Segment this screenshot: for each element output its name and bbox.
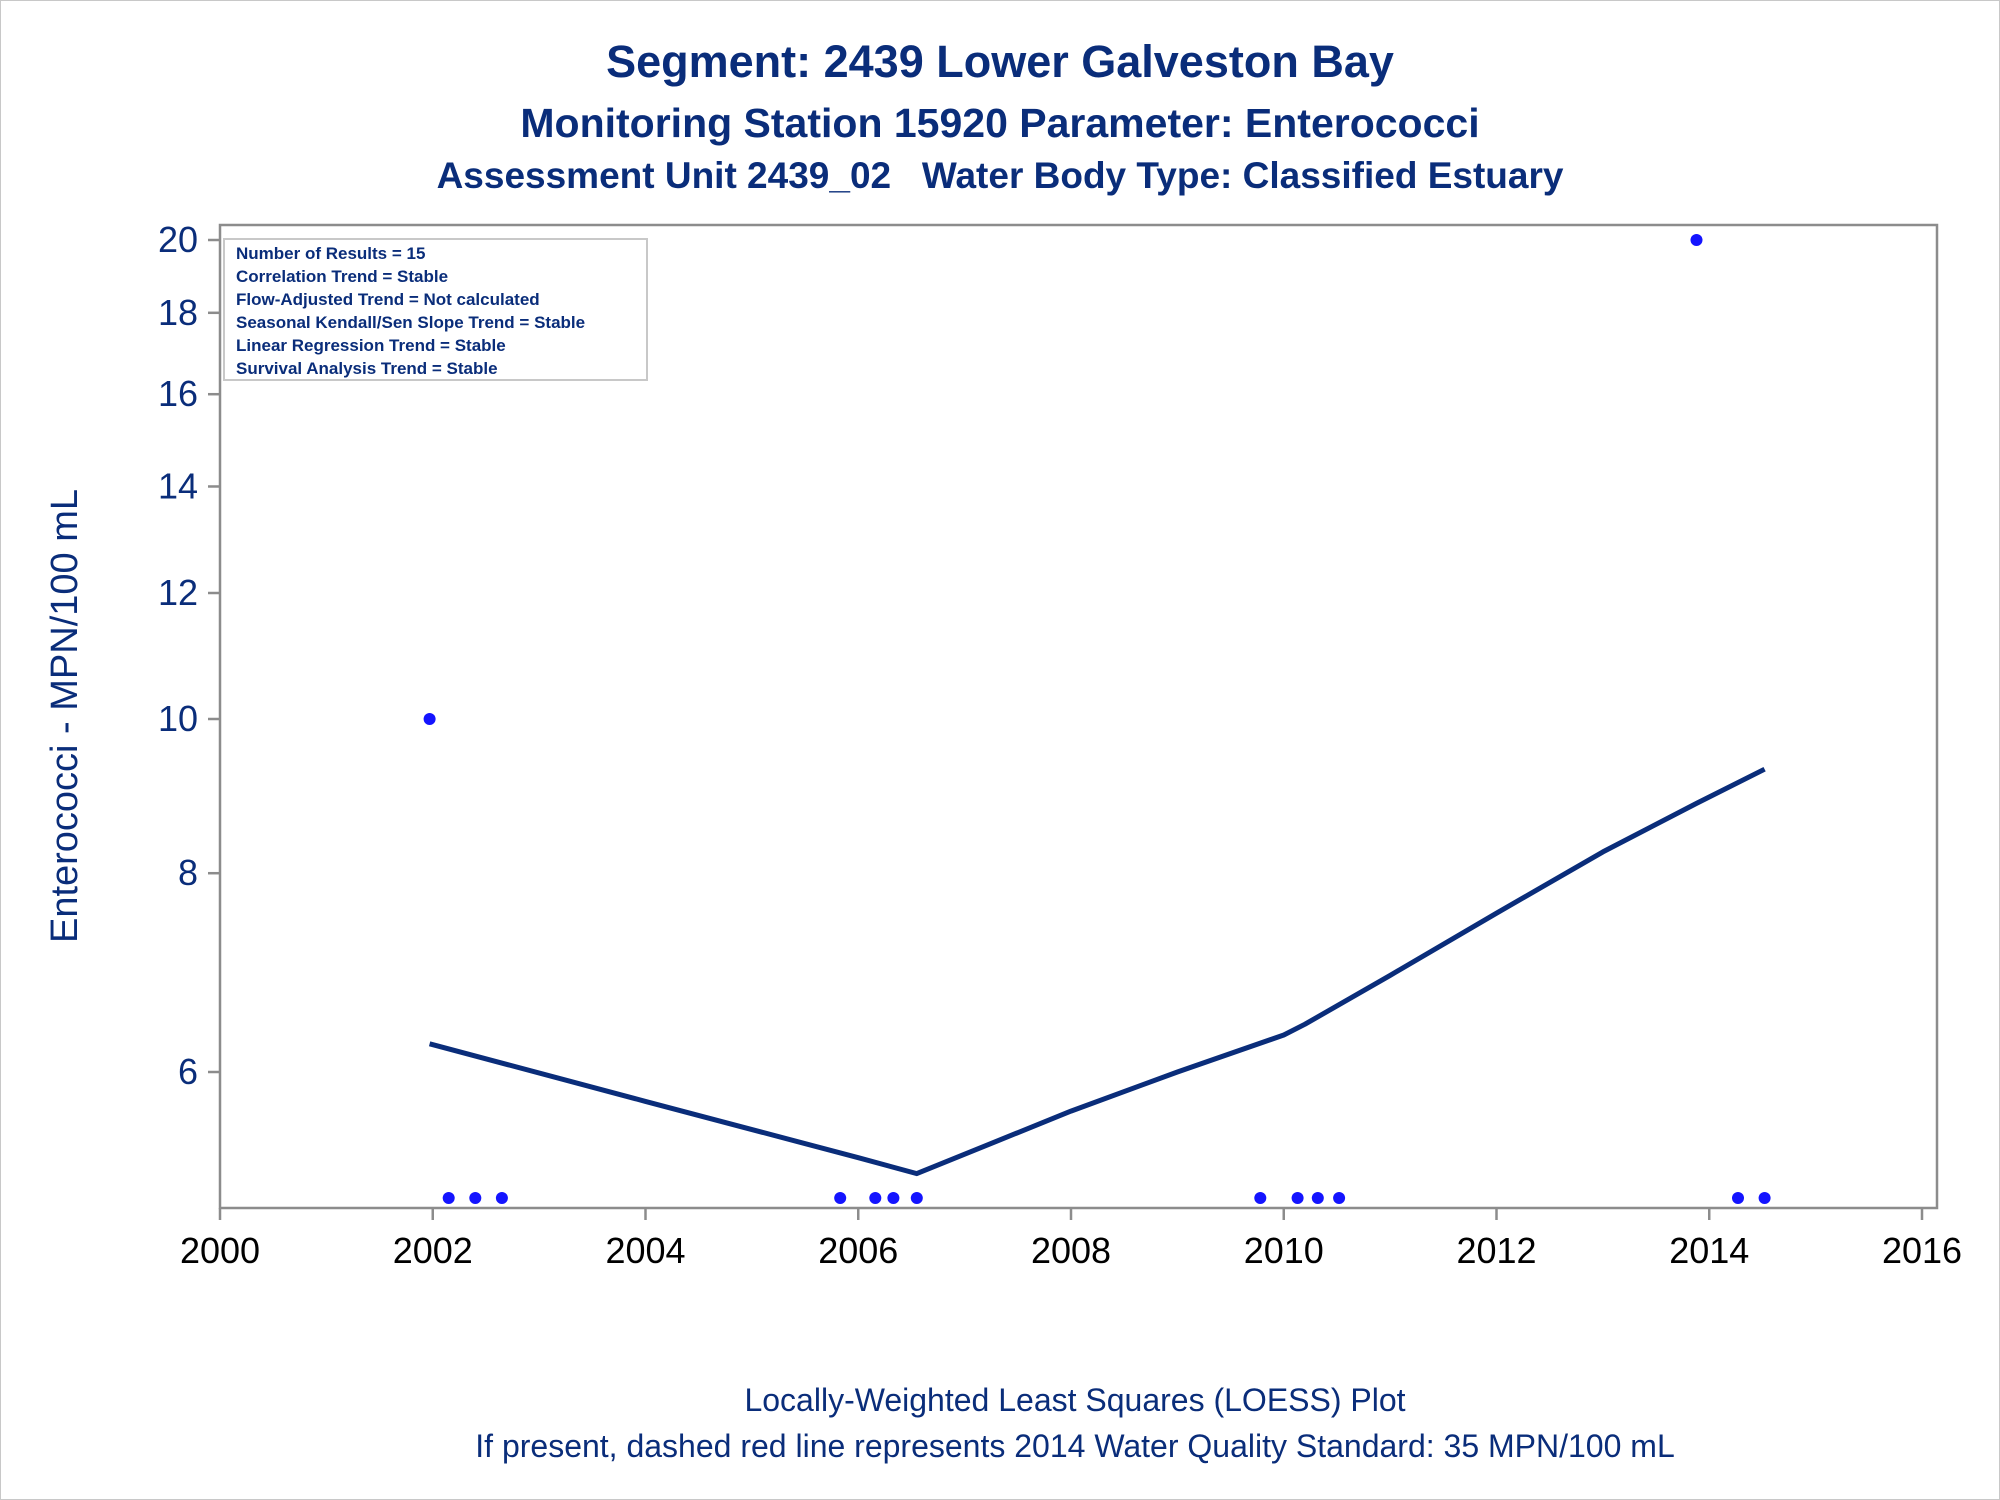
y-tick-label: 12 — [158, 572, 198, 613]
chart-title: Segment: 2439 Lower Galveston Bay — [606, 36, 1394, 87]
data-point — [442, 1192, 455, 1204]
x-tick-label: 2002 — [393, 1230, 473, 1271]
x-tick-label: 2010 — [1244, 1230, 1324, 1271]
y-tick-label: 18 — [158, 292, 198, 333]
inset-line-survival: Survival Analysis Trend = Stable — [236, 359, 498, 378]
statistics-inset: Number of Results = 15 Correlation Trend… — [223, 238, 648, 381]
data-point — [1254, 1192, 1267, 1204]
data-point — [423, 713, 436, 725]
x-tick-label: 2014 — [1669, 1230, 1749, 1271]
data-point — [869, 1192, 882, 1204]
data-point — [1291, 1192, 1304, 1204]
y-tick-label: 6 — [178, 1051, 198, 1092]
footnote-loess: Locally-Weighted Least Squares (LOESS) P… — [744, 1382, 1406, 1418]
data-point — [1311, 1192, 1324, 1204]
chart-marks — [423, 234, 1771, 1204]
chart-subtitle: Monitoring Station 15920 Parameter: Ente… — [520, 100, 1480, 146]
x-tick-label: 2004 — [605, 1230, 685, 1271]
data-point — [1732, 1192, 1744, 1204]
y-axis: 6 8 10 12 14 16 18 20 — [158, 219, 220, 1092]
inset-line-results: Number of Results = 15 — [236, 244, 425, 263]
y-tick-label: 16 — [158, 373, 198, 414]
x-tick-label: 2006 — [818, 1230, 898, 1271]
y-tick-label: 8 — [178, 852, 198, 893]
data-point — [1690, 234, 1703, 246]
y-tick-label: 14 — [158, 465, 198, 506]
x-tick-label: 2000 — [180, 1230, 260, 1271]
y-axis-label: Enterococci - MPN/100 mL — [44, 489, 86, 943]
data-point — [910, 1192, 923, 1204]
y-tick-label: 10 — [158, 698, 198, 739]
loess-line — [428, 766, 1766, 1177]
inset-line-linear-regression: Linear Regression Trend = Stable — [236, 336, 506, 355]
footnote-standard: If present, dashed red line represents 2… — [475, 1428, 1675, 1464]
data-point — [834, 1192, 847, 1204]
x-tick-label: 2012 — [1456, 1230, 1536, 1271]
data-point — [469, 1192, 482, 1204]
x-tick-label: 2016 — [1882, 1230, 1962, 1271]
inset-line-correlation: Correlation Trend = Stable — [236, 267, 448, 286]
plot-area-frame — [218, 223, 1939, 1210]
chart-subtitle-2: Assessment Unit 2439_02 Water Body Type:… — [436, 155, 1564, 196]
inset-line-flow-adjusted: Flow-Adjusted Trend = Not calculated — [236, 290, 540, 309]
y-tick-label: 20 — [158, 219, 198, 260]
inset-line-seasonal-kendall: Seasonal Kendall/Sen Slope Trend = Stabl… — [236, 313, 585, 332]
x-axis: 2000 2002 2004 2006 2008 2010 2012 2014 2016 — [180, 1208, 1962, 1271]
data-point — [887, 1192, 900, 1204]
data-point — [1333, 1192, 1346, 1204]
statistics-inset-border — [223, 238, 648, 381]
data-point — [495, 1192, 508, 1204]
x-tick-label: 2008 — [1031, 1230, 1111, 1271]
data-point — [1758, 1192, 1771, 1204]
